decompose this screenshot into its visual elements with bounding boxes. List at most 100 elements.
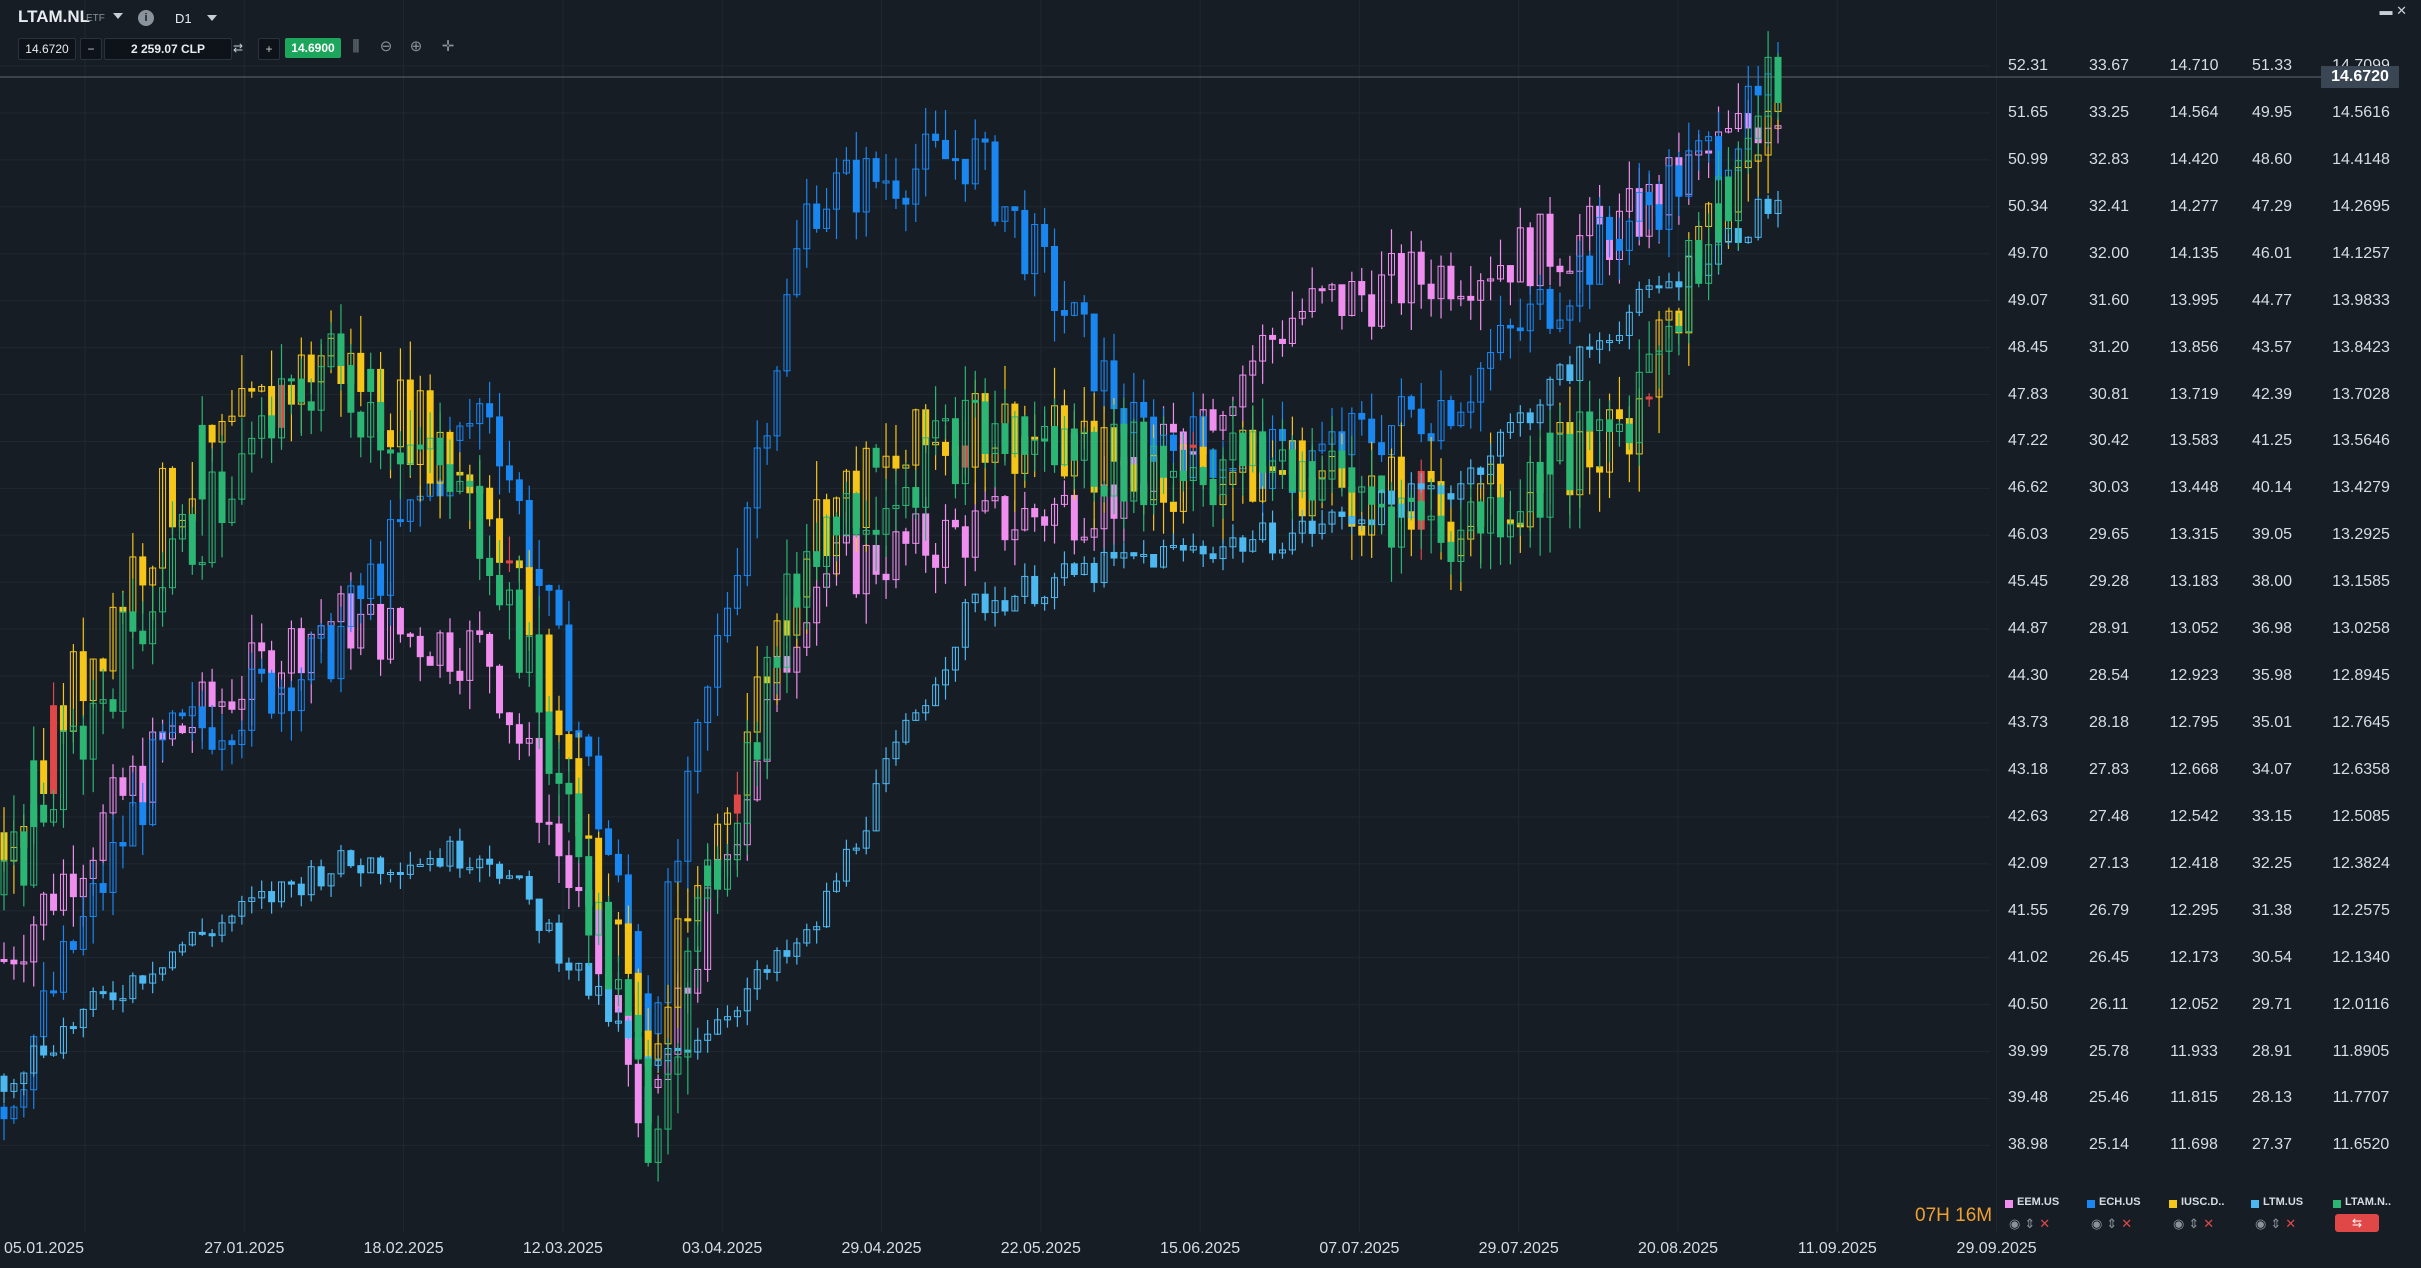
close-icon[interactable]: ✕ (2121, 1216, 2137, 1231)
sort-icon[interactable]: ⇕ (2106, 1216, 2122, 1231)
zoom-in-icon[interactable]: ⊕ (409, 38, 423, 55)
candle-body (951, 646, 959, 671)
bid-price-button[interactable]: 14.6900 (285, 38, 341, 58)
candle-body (902, 197, 910, 205)
candle-body (79, 651, 87, 702)
sort-icon[interactable]: ⇕ (2188, 1216, 2204, 1231)
legend-item[interactable]: LTM.US ◉⇕✕ (2251, 1196, 2331, 1240)
info-icon[interactable]: i (138, 10, 154, 26)
candle-body (1239, 537, 1247, 552)
swap-icon[interactable]: ⇄ (232, 41, 244, 55)
candle-body (1645, 191, 1653, 206)
price-axis-label: 27.83 (2088, 760, 2130, 778)
zoom-out-icon[interactable]: ⊖ (379, 38, 393, 55)
close-icon[interactable]: ✕ (2203, 1216, 2219, 1231)
series-color-swatch (2087, 1200, 2095, 1208)
candle-body (813, 551, 821, 567)
candle-body (1715, 176, 1723, 246)
legend-name: IUSC.D.. (2181, 1196, 2225, 1208)
candle-body (684, 918, 692, 922)
candle-body (357, 585, 365, 600)
candle-body (119, 777, 127, 796)
price-axis-label: 31.38 (2251, 901, 2293, 919)
candle-body (238, 698, 246, 710)
candle-body (426, 437, 434, 450)
candle-body (228, 498, 236, 524)
candle-body (971, 593, 979, 604)
candle-body (1209, 484, 1217, 495)
sort-icon[interactable]: ⇕ (2270, 1216, 2286, 1231)
close-icon[interactable]: ✕ (2039, 1216, 2055, 1231)
candle-body (753, 447, 761, 509)
price-axis-label: 13.7028 (2332, 385, 2390, 403)
candle-body (109, 777, 117, 814)
candle-body (1358, 281, 1366, 296)
decrease-button[interactable]: − (80, 38, 102, 60)
eye-icon[interactable]: ◉ (2173, 1216, 2189, 1231)
candle-body (882, 573, 890, 581)
candle-body (1130, 552, 1138, 557)
increase-button[interactable]: + (258, 38, 280, 60)
candle-body (1189, 467, 1197, 482)
candle-body (644, 1058, 652, 1163)
eye-icon[interactable]: ◉ (2091, 1216, 2107, 1231)
chevron-down-icon[interactable] (113, 13, 123, 19)
legend-controls[interactable]: ◉⇕✕ (2009, 1216, 2054, 1232)
candle-body (1645, 353, 1653, 373)
candle-body (446, 464, 454, 492)
candle-body (119, 842, 127, 847)
candle-body (991, 423, 999, 454)
sort-icon[interactable]: ⇕ (2024, 1216, 2040, 1231)
crosshair-icon[interactable]: ✛ (441, 38, 455, 55)
candle-body (1120, 423, 1128, 502)
close-icon[interactable]: ✕ (2396, 3, 2407, 18)
eye-icon[interactable]: ◉ (2009, 1216, 2025, 1231)
candle-body (1288, 449, 1296, 492)
legend-controls[interactable]: ◉⇕✕ (2255, 1216, 2300, 1232)
candle-body (218, 701, 226, 707)
price-axis-label: 27.37 (2251, 1136, 2293, 1154)
candle-body (1546, 460, 1554, 518)
candle-body (565, 855, 573, 889)
candle-body (287, 881, 295, 885)
candle-body (59, 873, 67, 911)
legend-controls[interactable]: ◉⇕✕ (2173, 1216, 2218, 1232)
chevron-down-icon[interactable] (207, 15, 217, 21)
legend-item[interactable]: IUSC.D.. ◉⇕✕ (2169, 1196, 2249, 1240)
candle-body (1249, 360, 1257, 376)
legend-item[interactable]: EEM.US ◉⇕✕ (2005, 1196, 2085, 1240)
series-iusc-d- (0, 75, 1782, 1073)
symbol-name[interactable]: LTAM.NL (18, 7, 91, 26)
timeframe-selector[interactable]: D1 (175, 11, 192, 26)
candle-body (1378, 442, 1386, 456)
series-color-swatch (2251, 1200, 2259, 1208)
eye-icon[interactable]: ◉ (2255, 1216, 2271, 1231)
candle-body (119, 611, 127, 712)
candle-body (277, 378, 285, 439)
candle-body (50, 893, 58, 911)
amount-input[interactable]: 2 259.07 CLP (104, 38, 232, 60)
price-axis-label: 11.7707 (2332, 1089, 2390, 1107)
candle-body (1685, 240, 1693, 333)
candle-body (139, 556, 147, 586)
candle-body (99, 883, 107, 893)
candle-body (1090, 528, 1098, 538)
legend-item[interactable]: ECH.US ◉⇕✕ (2087, 1196, 2167, 1240)
candle-body (684, 770, 692, 862)
price-axis-label: 25.14 (2088, 1136, 2130, 1154)
candle-body (198, 562, 206, 566)
legend-item[interactable]: LTAM.N.. ⇆ (2333, 1196, 2413, 1240)
date-label: 27.01.2025 (204, 1240, 285, 1257)
candle-body (951, 519, 959, 528)
bar-chart-icon[interactable]: ⫼ (352, 38, 360, 55)
legend-controls[interactable]: ◉⇕✕ (2091, 1216, 2136, 1232)
candle-body (555, 710, 563, 736)
active-series-toggle[interactable]: ⇆ (2335, 1214, 2379, 1232)
candle-body (624, 979, 632, 1016)
close-icon[interactable]: ✕ (2285, 1216, 2301, 1231)
minimize-icon[interactable]: ▬ (2379, 3, 2393, 18)
candle-body (30, 1045, 38, 1074)
candle-body (1497, 497, 1505, 538)
candle-body (1140, 421, 1148, 506)
